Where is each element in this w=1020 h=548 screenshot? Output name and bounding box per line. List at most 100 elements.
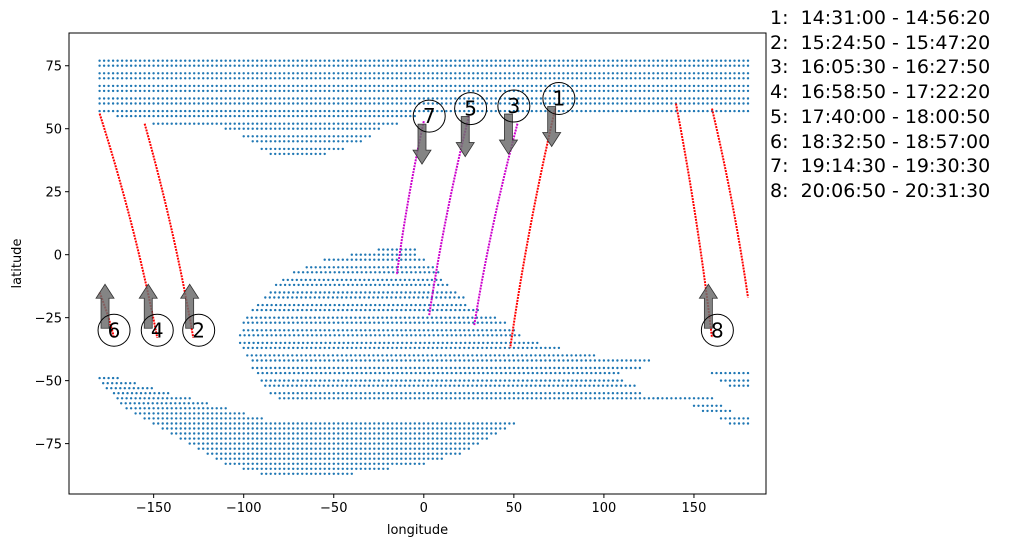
- data-point-middle: [419, 371, 422, 375]
- data-point-middle: [598, 366, 601, 370]
- data-point-middle: [553, 397, 556, 400]
- data-point-north: [152, 72, 155, 75]
- data-point-south: [445, 432, 448, 435]
- data-point-middle: [481, 346, 484, 350]
- data-point-north: [224, 89, 227, 93]
- data-point-middle: [467, 346, 470, 350]
- data-point-south: [332, 457, 335, 460]
- data-point-middle: [401, 271, 404, 274]
- data-point-south: [202, 447, 205, 450]
- data-point-middle: [477, 334, 480, 337]
- data-point-north: [467, 59, 470, 62]
- data-point-middle: [246, 354, 249, 357]
- data-point-south: [472, 442, 475, 445]
- data-point-south: [296, 442, 299, 445]
- data-point-middle: [628, 384, 632, 387]
- data-point-north: [377, 89, 380, 93]
- data-point-north: [269, 97, 272, 100]
- data-point-north: [355, 84, 358, 88]
- data-point-north: [422, 84, 425, 88]
- data-point-south: [355, 462, 358, 465]
- data-point-south: [197, 447, 200, 450]
- data-point-middle: [260, 346, 263, 350]
- data-point-middle: [292, 321, 295, 324]
- x-tick-label: −100: [226, 501, 262, 516]
- data-point-middle: [472, 359, 475, 362]
- data-point-south: [205, 402, 208, 405]
- data-point-north: [193, 109, 196, 113]
- data-point-middle: [499, 321, 502, 324]
- data-point-north: [224, 97, 227, 100]
- data-point-north: [431, 59, 434, 62]
- data-point-north: [499, 84, 502, 88]
- data-point-middle: [399, 296, 402, 299]
- data-point-north: [323, 109, 326, 113]
- data-point-north: [598, 59, 601, 62]
- data-point-south: [382, 457, 385, 460]
- data-point-south: [373, 442, 376, 445]
- data-point-middle: [428, 341, 431, 345]
- data-point-middle: [423, 303, 426, 307]
- data-point-south: [314, 432, 317, 435]
- data-point-south: [463, 447, 466, 450]
- data-point-middle: [414, 283, 417, 287]
- data-point-north: [292, 147, 295, 151]
- data-point-south: [319, 467, 322, 470]
- data-point-north: [215, 59, 218, 62]
- data-point-middle: [391, 291, 394, 294]
- data-point-middle: [392, 283, 395, 287]
- data-point-north: [571, 72, 574, 75]
- data-point-south: [467, 427, 470, 430]
- data-point-middle: [414, 271, 417, 274]
- data-point-middle: [444, 354, 447, 357]
- data-point-north: [215, 89, 218, 93]
- data-point-north: [616, 102, 619, 105]
- data-point-south: [472, 427, 475, 430]
- data-point-north: [733, 77, 736, 80]
- data-point-south: [166, 407, 169, 410]
- data-point-south: [274, 447, 277, 450]
- data-point-south: [283, 452, 286, 455]
- data-point-north: [476, 72, 479, 75]
- data-point-middle: [243, 341, 246, 345]
- marker-label-3: 3: [507, 94, 520, 118]
- data-point-north: [355, 89, 358, 93]
- data-point-north: [580, 89, 583, 93]
- data-point-north: [274, 127, 277, 130]
- data-point-north: [386, 64, 389, 67]
- data-point-middle: [436, 308, 439, 312]
- data-point-north: [269, 140, 272, 143]
- data-point-south: [404, 437, 407, 440]
- data-point-middle: [589, 397, 592, 400]
- data-point-south: [301, 437, 304, 440]
- data-point-north: [319, 59, 322, 62]
- data-point-south: [319, 472, 322, 475]
- data-point-middle: [472, 392, 475, 395]
- data-point-north: [152, 84, 155, 88]
- data-point-middle: [458, 308, 461, 312]
- data-point-north: [616, 84, 619, 88]
- data-point-north: [116, 89, 119, 93]
- data-point-north: [220, 84, 223, 88]
- data-point-middle: [544, 366, 547, 370]
- data-point-middle: [282, 354, 285, 357]
- data-point-south: [305, 462, 308, 465]
- data-point-middle: [305, 379, 308, 382]
- data-point-north: [503, 72, 507, 75]
- data-point-middle: [431, 397, 434, 400]
- data-point-north: [319, 147, 322, 151]
- data-point-south: [350, 422, 353, 425]
- data-point-north: [418, 97, 421, 100]
- data-point-north: [670, 64, 673, 67]
- data-point-south: [242, 437, 245, 440]
- data-point-middle: [436, 321, 439, 324]
- data-point-east: [724, 409, 727, 413]
- data-point-north: [138, 114, 142, 118]
- data-point-middle: [400, 379, 403, 382]
- data-point-middle: [413, 266, 416, 269]
- data-point-north: [296, 140, 299, 143]
- data-point-north: [346, 140, 349, 143]
- data-point-middle: [491, 334, 494, 337]
- data-point-middle: [414, 334, 417, 337]
- data-point-south: [251, 442, 254, 445]
